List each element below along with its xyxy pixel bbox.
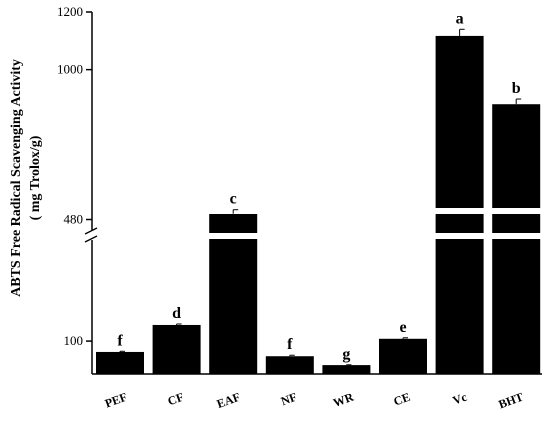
significance-label: g bbox=[342, 346, 350, 363]
y-axis-label-line2: ( mg Trolox/g) bbox=[28, 135, 43, 220]
significance-label: d bbox=[172, 305, 181, 322]
category-label: Vc bbox=[451, 389, 470, 407]
y-axis-break-gap bbox=[84, 230, 100, 240]
y-axis-break-mark bbox=[84, 227, 98, 235]
text-layer: 100 480 1000 1200 f PEF d CF c EAF f NF g WR e CE a Vc b BH… bbox=[9, 4, 525, 411]
bar-bht bbox=[492, 104, 541, 374]
bar-break-gap bbox=[434, 208, 485, 214]
significance-label: c bbox=[230, 191, 237, 208]
y-tick-label: 480 bbox=[64, 212, 84, 227]
category-label: BHT bbox=[497, 390, 526, 412]
bar-layer bbox=[96, 28, 542, 374]
bar-break-gap bbox=[208, 233, 259, 239]
y-axis-break-mark bbox=[84, 235, 98, 243]
category-label: PEF bbox=[103, 390, 129, 411]
bar-cf bbox=[152, 324, 201, 374]
significance-label: f bbox=[287, 336, 293, 353]
significance-label: e bbox=[399, 319, 406, 336]
significance-label: b bbox=[512, 80, 521, 97]
bar-vc bbox=[435, 35, 484, 374]
bar-break-gap bbox=[434, 233, 485, 239]
bar-ce bbox=[379, 338, 427, 374]
bar-wr bbox=[322, 365, 371, 374]
y-tick-label: 1200 bbox=[57, 4, 83, 19]
bar-break-gap bbox=[491, 233, 542, 239]
bar-break-gap bbox=[491, 208, 542, 214]
y-tick-label: 100 bbox=[64, 333, 84, 348]
category-label: EAF bbox=[215, 390, 242, 411]
category-label: WR bbox=[331, 390, 356, 410]
significance-label: a bbox=[456, 10, 464, 27]
y-tick-label: 1000 bbox=[57, 62, 83, 77]
category-label: CE bbox=[392, 390, 412, 409]
bar-pef bbox=[96, 351, 144, 374]
y-axis-label-line1: ABTS Free Radical Scavenging Activity bbox=[9, 59, 24, 297]
bar-nf bbox=[265, 356, 314, 374]
significance-label: f bbox=[117, 332, 123, 349]
bar-eaf bbox=[209, 213, 258, 374]
category-label: CF bbox=[166, 390, 186, 409]
category-label: NF bbox=[279, 390, 299, 409]
